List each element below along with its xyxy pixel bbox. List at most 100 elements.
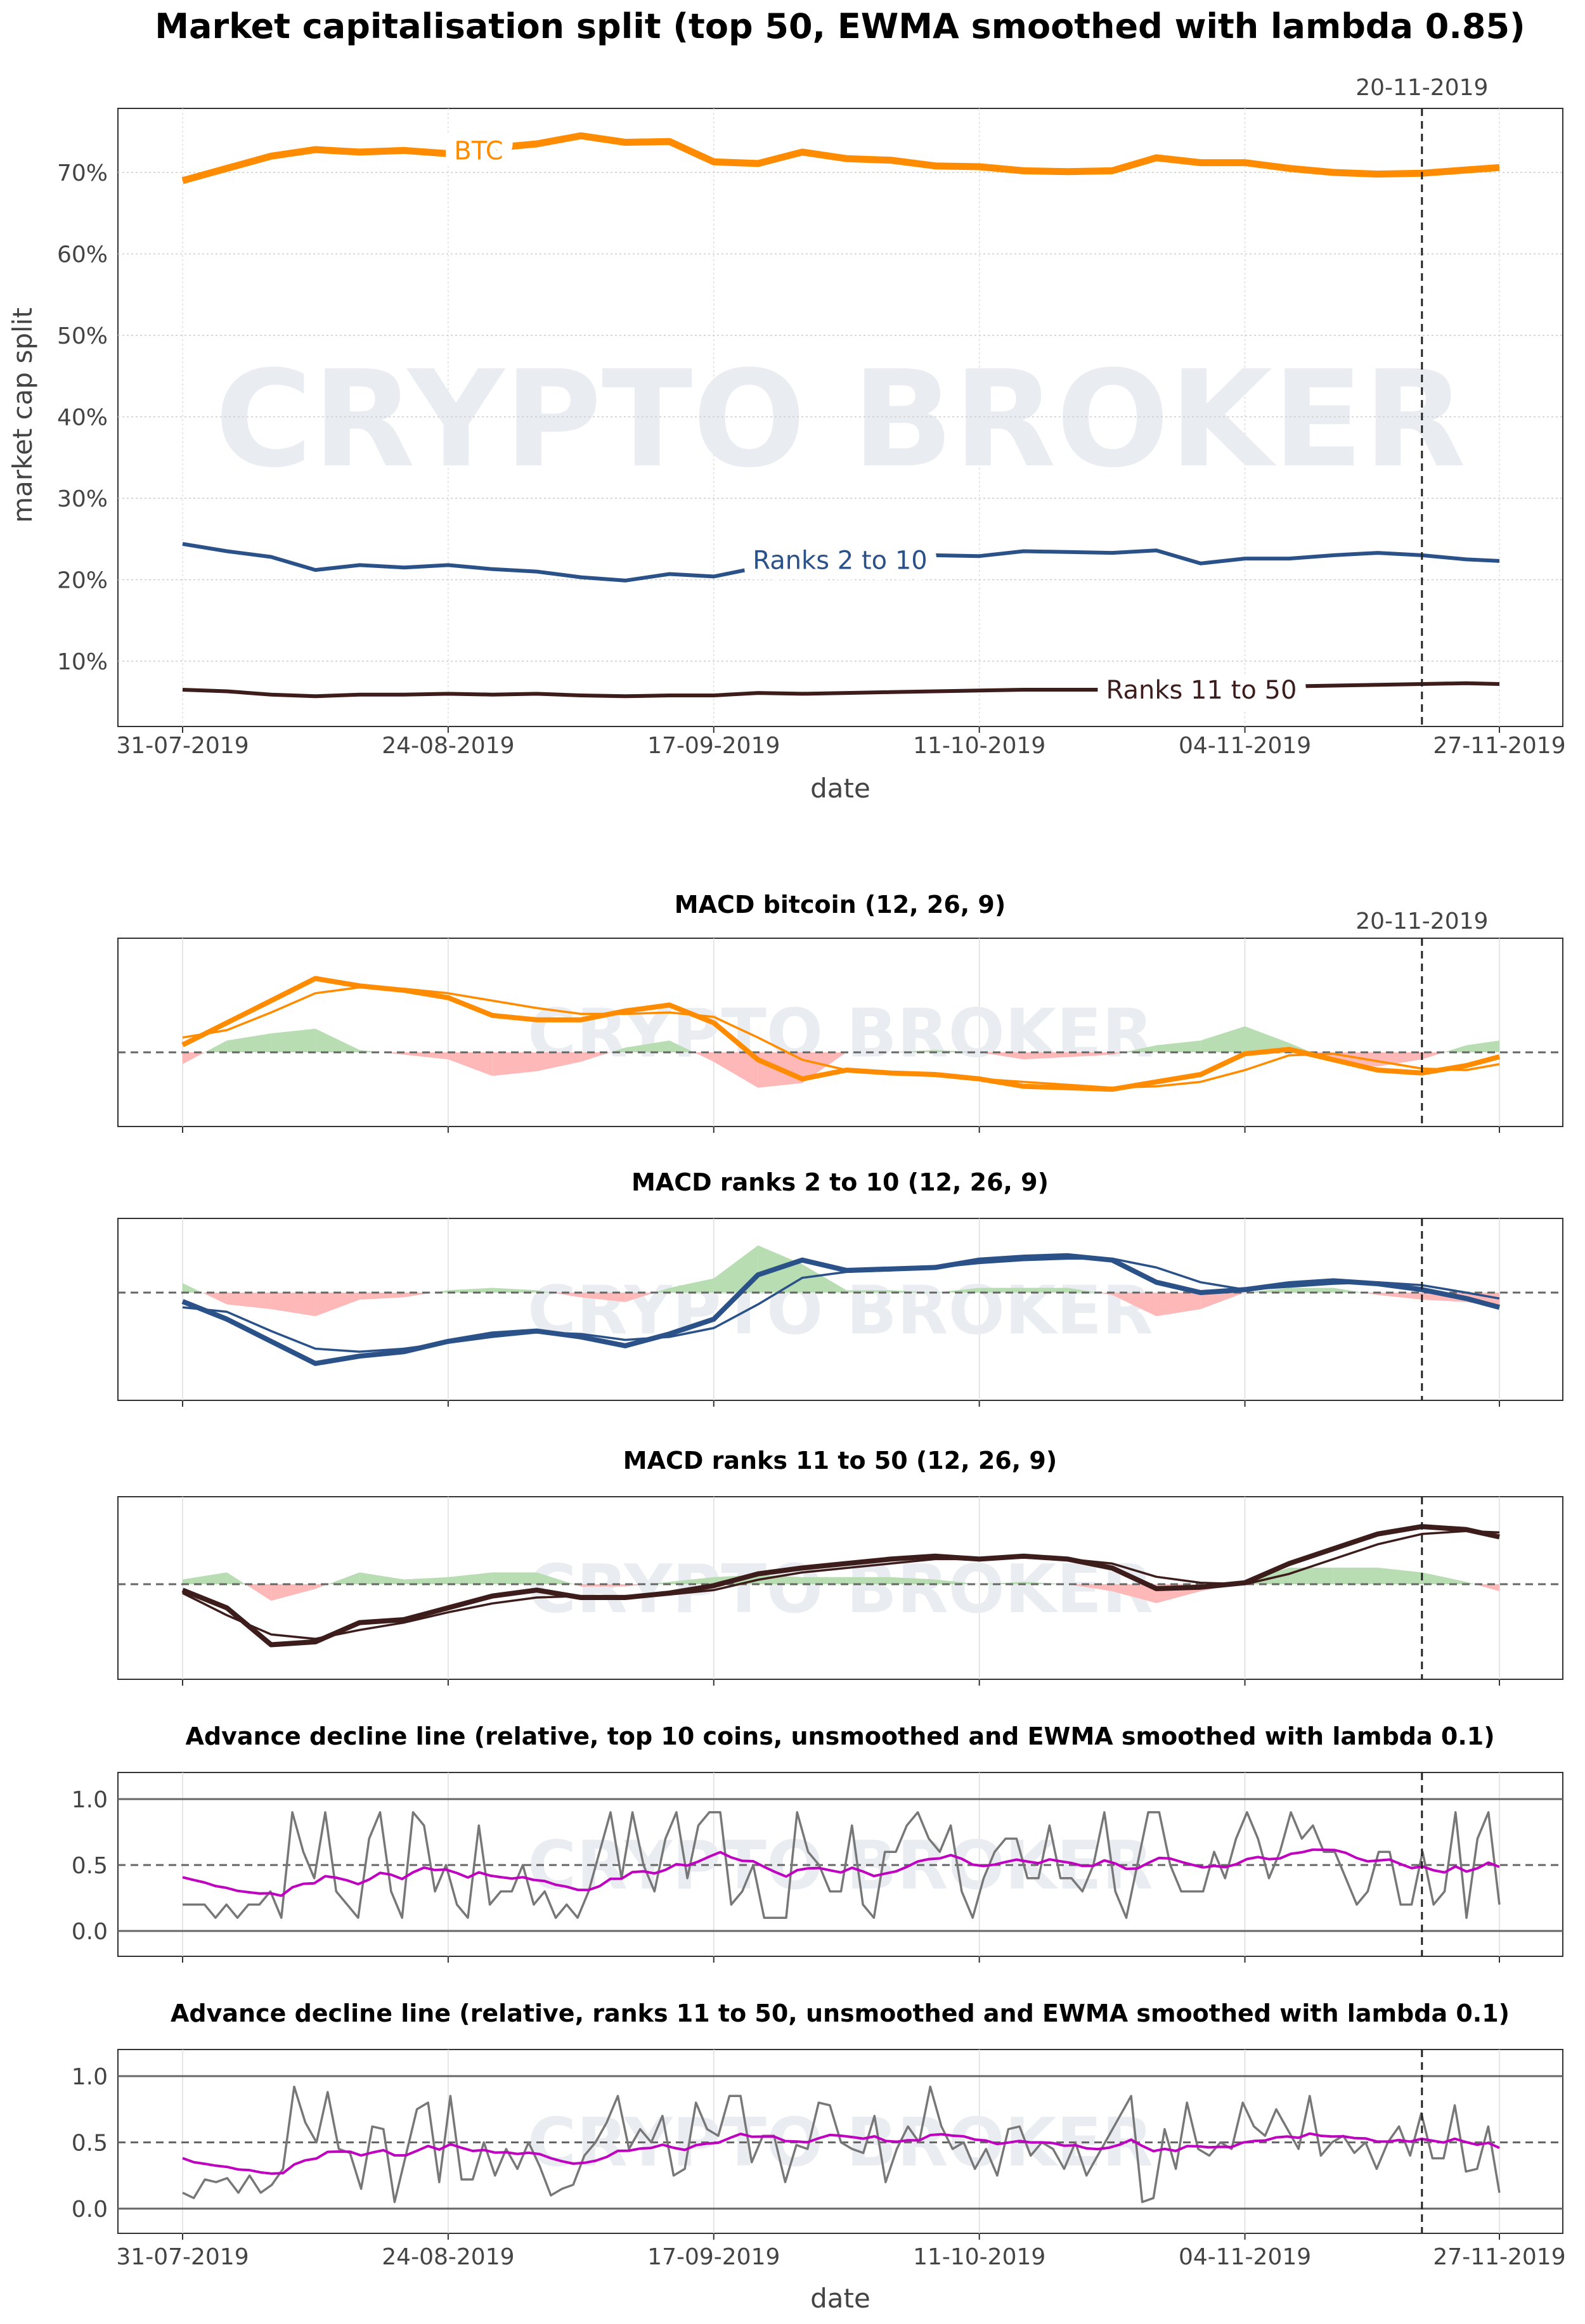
histogram-negative: [581, 1052, 611, 1062]
watermark: CRYPTO BROKER: [527, 995, 1153, 1072]
histogram-negative: [1200, 1293, 1245, 1310]
marker-date-label: 20-11-2019: [1355, 75, 1488, 101]
histogram-positive: [226, 1572, 245, 1584]
histogram-positive: [1245, 1026, 1290, 1052]
y-tick-label: 1.0: [72, 1787, 108, 1813]
histogram-positive: [328, 1572, 360, 1584]
histogram-negative: [448, 1052, 493, 1076]
histogram-negative: [536, 1052, 581, 1071]
histogram-positive: [1245, 1288, 1290, 1293]
macd-line: [181, 1253, 1501, 1366]
y-tick-label: 0.0: [72, 1919, 108, 1945]
histogram-positive: [315, 1028, 360, 1052]
y-tick-label: 0.0: [72, 2197, 108, 2223]
histogram-positive: [359, 1572, 404, 1584]
histogram-negative: [1068, 1584, 1113, 1592]
histogram-positive: [935, 1288, 980, 1293]
y-tick-label: 10%: [57, 649, 108, 675]
watermark: CRYPTO BROKER: [527, 1272, 1153, 1349]
y-tick-label: 20%: [57, 568, 108, 594]
histogram-negative: [226, 1293, 271, 1310]
histogram-positive: [802, 1264, 847, 1293]
panel-title: MACD bitcoin (12, 26, 9): [675, 891, 1006, 919]
histogram-negative: [1378, 1293, 1422, 1300]
histogram-negative: [359, 1293, 404, 1300]
series-line-btc: [181, 132, 1500, 184]
smoothed-line: [182, 2132, 1500, 2175]
y-tick-label: 30%: [57, 486, 108, 512]
series-line-ranks-2-10: [182, 542, 1500, 583]
signal-line: [182, 1530, 1500, 1640]
histogram-negative: [1421, 1052, 1444, 1060]
histogram-negative: [713, 1052, 758, 1088]
macd-panel-1: CRYPTO BROKER MACD bitcoin (12, 26, 9) 20-…: [117, 891, 1563, 1133]
x-tick-label: 17-09-2019: [647, 2244, 780, 2270]
panel-title: MACD ranks 11 to 50 (12, 26, 9): [623, 1447, 1057, 1475]
unsmoothed-line: [183, 1811, 1501, 1919]
histogram-positive: [492, 1572, 537, 1584]
histogram-negative: [1068, 1052, 1113, 1057]
histogram-positive: [271, 1028, 316, 1052]
y-tick-label: 0.5: [72, 1853, 108, 1879]
histogram-negative: [315, 1293, 360, 1317]
series-line-ranks-11-50: [182, 681, 1500, 699]
x-tick-label: 24-08-2019: [382, 2244, 514, 2270]
y-tick-label: 60%: [57, 242, 108, 268]
histogram-positive: [669, 1040, 694, 1052]
histogram-positive: [802, 1577, 847, 1584]
y-tick-label: 50%: [57, 323, 108, 349]
histogram-positive: [1200, 1026, 1245, 1052]
y-tick-label: 0.5: [72, 2131, 108, 2157]
x-tick-label: 04-11-2019: [1179, 2244, 1311, 2270]
histogram-positive: [226, 1033, 271, 1052]
histogram-positive: [1466, 1040, 1499, 1052]
histogram-positive: [625, 1040, 670, 1052]
panel-title: Advance decline line (relative, ranks 11…: [171, 1999, 1510, 2027]
histogram-positive: [891, 1577, 935, 1584]
plot-frame: [117, 1772, 1563, 1957]
histogram-negative: [404, 1052, 448, 1060]
histogram-positive: [536, 1572, 574, 1584]
histogram-positive: [183, 1283, 203, 1293]
histogram-positive: [1333, 1567, 1378, 1584]
x-tick-label: 11-10-2019: [913, 733, 1045, 759]
histogram-negative: [271, 1584, 316, 1601]
histogram-negative: [183, 1052, 205, 1064]
x-tick-label: 17-09-2019: [647, 733, 780, 759]
histogram-positive: [1421, 1572, 1466, 1584]
x-tick-label: 27-11-2019: [1433, 733, 1565, 759]
histogram-positive: [669, 1577, 714, 1584]
histogram-positive: [654, 1288, 670, 1293]
histogram-positive: [448, 1572, 493, 1584]
histogram-positive: [1444, 1045, 1466, 1052]
panel-title: Advance decline line (relative, top 10 c…: [185, 1722, 1494, 1750]
x-tick-label: 04-11-2019: [1179, 733, 1311, 759]
x-tick-label: 31-07-2019: [116, 2244, 249, 2270]
histogram-negative: [1112, 1293, 1156, 1317]
histogram-positive: [1156, 1040, 1201, 1052]
y-axis-label: market cap split: [7, 307, 38, 523]
histogram-positive: [979, 1288, 1024, 1293]
plot-frame: [117, 1218, 1563, 1401]
panel-title: MACD ranks 2 to 10 (12, 26, 9): [631, 1168, 1049, 1196]
x-tick-label: 27-11-2019: [1433, 2244, 1565, 2270]
x-axis-label: date: [810, 2283, 870, 2314]
histogram-positive: [1123, 1045, 1156, 1052]
marker-date-label: 20-11-2019: [1355, 908, 1488, 934]
histogram-negative: [1156, 1293, 1201, 1317]
unsmoothed-line: [182, 2085, 1501, 2204]
histogram-negative: [271, 1293, 316, 1317]
main-title: Market capitalisation split (top 50, EWM…: [155, 6, 1525, 46]
histogram-negative: [202, 1293, 227, 1305]
histogram-negative: [1112, 1584, 1156, 1603]
macd-line: [181, 1524, 1500, 1648]
y-tick-label: 40%: [57, 405, 108, 431]
series-label: Ranks 2 to 10: [753, 546, 927, 576]
plot-frame: [117, 108, 1563, 727]
x-tick-label: 11-10-2019: [913, 2244, 1045, 2270]
plot-frame: [117, 1496, 1563, 1680]
x-tick-label: 24-08-2019: [382, 733, 514, 759]
